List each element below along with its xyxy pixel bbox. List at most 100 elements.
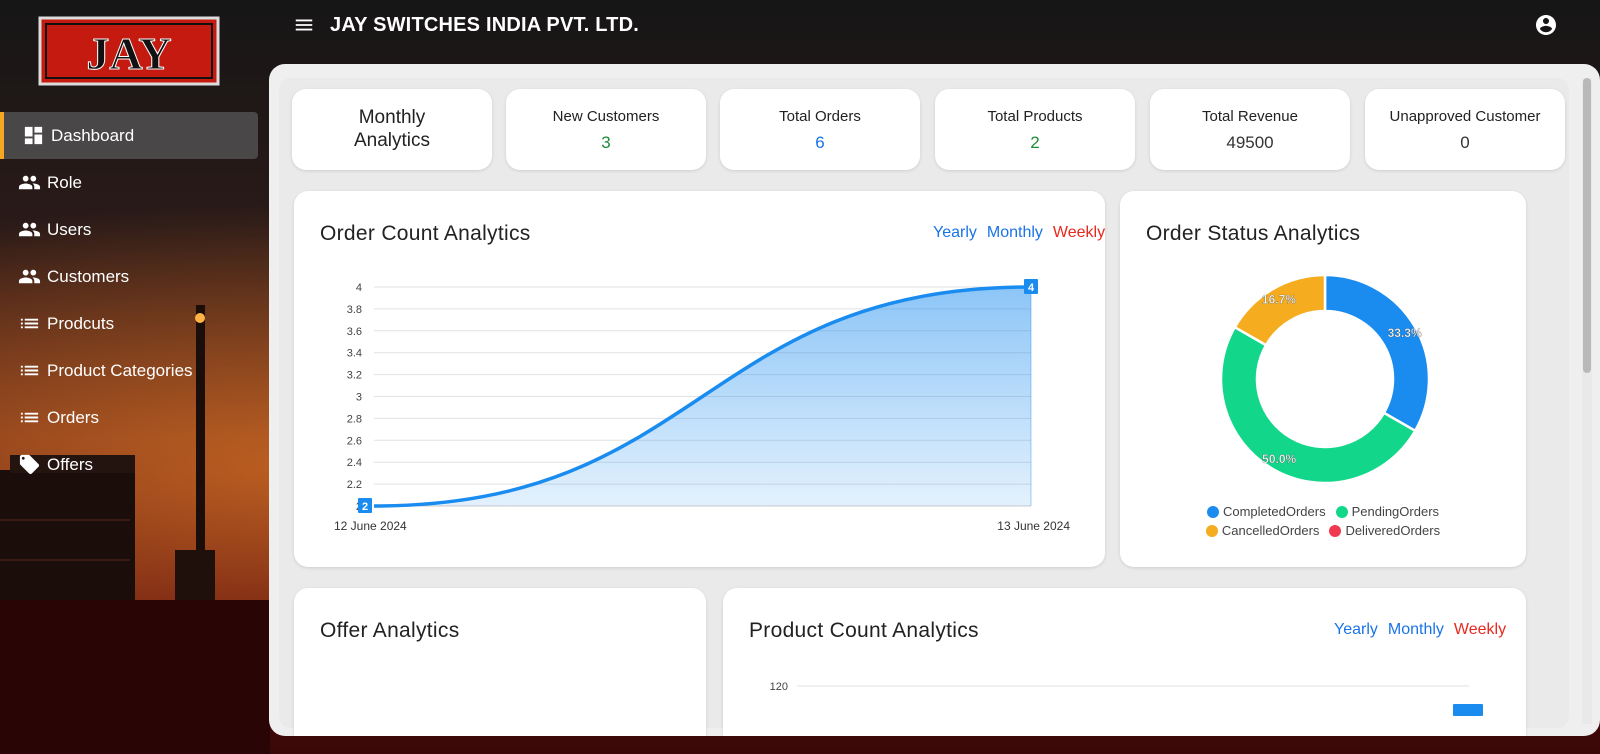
monthly-analytics-title: Monthly Analytics <box>292 106 492 152</box>
order-status-legend: CompletedOrders PendingOrders CancelledO… <box>1120 504 1526 542</box>
sidebar-item-label: Product Categories <box>47 360 193 380</box>
sidebar-item-label: Role <box>47 172 82 192</box>
series-line <box>373 285 1032 508</box>
filter-yearly[interactable]: Yearly <box>933 224 977 241</box>
product-count-filters: Yearly Monthly Weekly <box>1334 621 1506 639</box>
order-status-title: Order Status Analytics <box>1146 222 1361 245</box>
new-customers-card[interactable]: New Customers 3 <box>506 89 706 170</box>
legend-swatch <box>1205 524 1218 537</box>
order-count-title: Order Count Analytics <box>320 222 531 245</box>
legend-label: DeliveredOrders <box>1345 523 1441 538</box>
scrollbar-thumb[interactable] <box>1583 78 1591 373</box>
background-refinery-image <box>0 305 270 754</box>
account-button[interactable] <box>1534 13 1558 37</box>
data-label: 4 <box>1028 282 1035 294</box>
stat-value: 2 <box>1030 133 1040 152</box>
product-count-chart: 120 <box>770 681 1483 716</box>
sidebar-item-products[interactable]: Prodcuts <box>0 300 262 347</box>
sidebar-item-label: Customers <box>47 266 130 286</box>
stat-value: 0 <box>1460 133 1470 152</box>
top-bar: JAY SWITCHES INDIA PVT. LTD. <box>262 0 1600 50</box>
y-tick-label: 3.8 <box>347 304 362 316</box>
sidebar-nav: Dashboard Role Users Customers Prodcuts … <box>0 112 262 488</box>
total-orders-card[interactable]: Total Orders 6 <box>720 89 920 170</box>
stat-value: 49500 <box>1226 133 1274 152</box>
monthly-analytics-line2: Analytics <box>353 130 431 151</box>
y-tick-label: 3.2 <box>347 370 362 382</box>
company-logo[interactable]: JAY <box>38 16 220 86</box>
sidebar-item-users[interactable]: Users <box>0 206 262 253</box>
y-tick-label: 3 <box>356 392 362 404</box>
app-title: JAY SWITCHES INDIA PVT. LTD. <box>330 13 639 36</box>
stat-value: 6 <box>815 133 825 152</box>
stat-label: Total Orders <box>779 108 861 125</box>
list-icon <box>20 318 39 329</box>
offer-analytics-title: Offer Analytics <box>320 619 460 642</box>
account-circle-icon <box>1536 15 1556 35</box>
people-icon <box>18 175 41 190</box>
legend-delivered-orders[interactable]: DeliveredOrders <box>1329 523 1440 538</box>
sidebar-item-customers[interactable]: Customers <box>0 253 262 300</box>
sidebar-item-role[interactable]: Role <box>0 159 262 206</box>
filter-yearly[interactable]: Yearly <box>1334 621 1378 638</box>
sidebar-item-label: Dashboard <box>51 125 135 145</box>
x-tick-label: 13 June 2024 <box>997 519 1070 533</box>
sidebar-item-orders[interactable]: Orders <box>0 394 262 441</box>
legend-label: CancelledOrders <box>1221 523 1320 538</box>
filter-weekly[interactable]: Weekly <box>1453 621 1507 638</box>
slice-label: 33.3% <box>1388 326 1422 340</box>
sidebar-item-dashboard[interactable]: Dashboard <box>0 112 258 159</box>
stat-label: New Customers <box>552 108 660 125</box>
list-icon <box>20 412 39 423</box>
total-products-card[interactable]: Total Products 2 <box>935 89 1135 170</box>
svg-text:JAY: JAY <box>86 28 171 79</box>
hamburger-icon <box>295 19 313 31</box>
sidebar-item-offers[interactable]: Offers <box>0 441 262 488</box>
sidebar-item-label: Users <box>47 219 92 239</box>
filter-monthly[interactable]: Monthly <box>986 224 1043 241</box>
legend-label: PendingOrders <box>1351 504 1440 519</box>
slice-label: 16.7% <box>1262 292 1296 306</box>
donut-slice <box>1323 273 1431 433</box>
donut-slice <box>1233 273 1327 347</box>
slice-label: 50.0% <box>1262 452 1296 466</box>
menu-toggle-button[interactable] <box>290 11 318 39</box>
y-tick-label: 3.4 <box>347 348 362 360</box>
data-label: 2 <box>362 501 368 513</box>
sidebar-item-product-categories[interactable]: Product Categories <box>0 347 262 394</box>
filter-weekly[interactable]: Weekly <box>1052 224 1106 241</box>
filter-monthly[interactable]: Monthly <box>1387 621 1444 638</box>
legend-swatch <box>1335 505 1348 518</box>
legend-label: CompletedOrders <box>1222 504 1326 519</box>
product-count-card: Product Count Analytics Yearly Monthly W… <box>723 588 1526 736</box>
list-icon <box>20 365 39 376</box>
unapproved-customer-card[interactable]: Unapproved Customer 0 <box>1365 89 1565 170</box>
data-label-box <box>358 498 372 513</box>
y-tick-label: 4 <box>356 282 362 294</box>
stat-label: Total Revenue <box>1202 108 1298 125</box>
y-tick-label: 2.2 <box>347 479 362 491</box>
data-label-box <box>1024 279 1038 294</box>
y-tick-label: 2.8 <box>347 413 362 425</box>
legend-completed-orders[interactable]: CompletedOrders <box>1206 504 1326 519</box>
sidebar: JAY Dashboard Role Users Customers Prodc… <box>0 0 262 754</box>
y-tick-label: 2.4 <box>347 457 362 469</box>
stat-label: Unapproved Customer <box>1389 108 1541 125</box>
total-revenue-card[interactable]: Total Revenue 49500 <box>1150 89 1350 170</box>
scrollbar-track[interactable] <box>1582 78 1592 724</box>
sidebar-item-label: Prodcuts <box>47 313 115 333</box>
product-count-title: Product Count Analytics <box>749 619 979 642</box>
people-icon <box>18 269 41 284</box>
tag-icon <box>19 454 40 475</box>
monthly-analytics-card: Monthly Analytics <box>292 89 492 170</box>
dashboard-icon <box>24 126 43 145</box>
legend-pending-orders[interactable]: PendingOrders <box>1335 504 1440 519</box>
offer-analytics-card: Offer Analytics <box>294 588 706 736</box>
order-count-filters: Yearly Monthly Weekly <box>933 224 1105 242</box>
order-status-chart: 33.3% 50.0% 16.7% <box>1219 273 1431 484</box>
stat-label: Total Products <box>987 108 1083 125</box>
x-tick-label: 12 June 2024 <box>334 519 407 533</box>
y-tick-label: 120 <box>770 681 788 693</box>
stat-value: 3 <box>601 133 611 152</box>
legend-cancelled-orders[interactable]: CancelledOrders <box>1205 523 1320 538</box>
